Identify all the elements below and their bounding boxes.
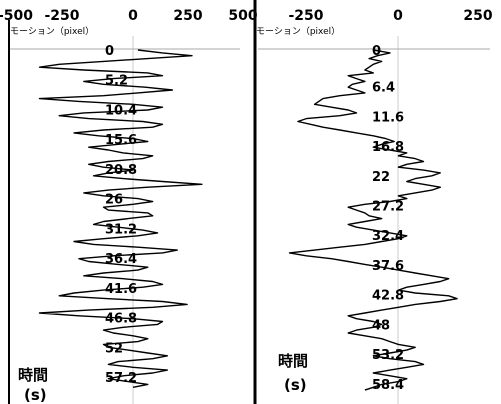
left-time-tick: 31.2 <box>105 222 137 237</box>
left-y-axis-label: 時間 <box>18 366 48 384</box>
right-time-tick: 42.8 <box>372 289 404 304</box>
right-x-tick: 250 <box>463 8 492 24</box>
left-x-tick: -500 <box>0 8 33 24</box>
right-time-tick: 0 <box>372 44 381 59</box>
right-time-tick: 6.4 <box>372 81 395 96</box>
left-time-tick: 5.2 <box>105 74 128 89</box>
left-time-tick: 15.6 <box>105 133 137 148</box>
left-y-axis-unit: (s) <box>24 386 47 404</box>
left-motion-series-line <box>38 49 203 388</box>
left-x-tick: 250 <box>173 8 202 24</box>
left-x-tick: -250 <box>44 8 79 24</box>
right-x-tick: 0 <box>393 8 403 24</box>
right-motion-series-line <box>288 49 458 391</box>
right-time-tick: 11.6 <box>372 110 404 125</box>
right-x-axis-label: モーション（pixel） <box>256 26 340 37</box>
left-time-tick: 46.8 <box>105 312 137 327</box>
left-x-tick: 0 <box>128 8 138 24</box>
left-x-axis-label: モーション（pixel） <box>10 26 94 37</box>
left-time-tick: 20.8 <box>105 163 137 178</box>
right-y-axis-label: 時間 <box>278 352 308 370</box>
right-time-tick: 32.4 <box>372 229 404 244</box>
left-x-tick: 500 <box>228 8 257 24</box>
right-time-tick: 22 <box>372 170 390 185</box>
left-time-tick: 0 <box>105 44 114 59</box>
right-y-axis-unit: (s) <box>284 376 307 394</box>
right-x-tick: -250 <box>288 8 323 24</box>
right-time-tick: 48 <box>372 318 390 333</box>
right-panel: -250 0 250 モーション（pixel） 06.411.616.82227… <box>256 8 493 404</box>
left-panel: -500 -250 0 250 500 モーション（pixel） 05.210.… <box>0 8 258 404</box>
